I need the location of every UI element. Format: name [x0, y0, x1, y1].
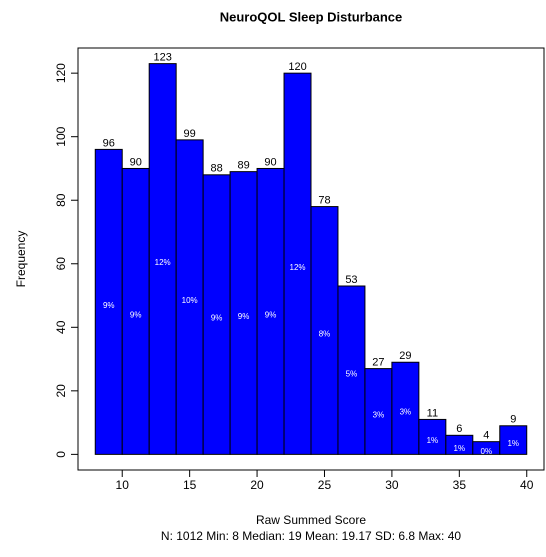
bar	[499, 425, 528, 455]
x-axis-label: Raw Summed Score	[256, 513, 366, 527]
count-label: 4	[483, 430, 489, 442]
x-tick-label: 15	[183, 478, 197, 492]
bar	[175, 139, 204, 455]
count-label: 11	[427, 407, 438, 419]
count-label: 78	[318, 194, 330, 206]
percent-label: 9%	[103, 301, 115, 310]
percent-label: 12%	[290, 263, 306, 272]
y-tick-label: 80	[54, 193, 68, 207]
x-tick-label: 20	[250, 478, 264, 492]
count-label: 9	[510, 414, 516, 426]
bar	[148, 63, 177, 455]
y-tick-label: 40	[54, 320, 68, 334]
percent-label: 1%	[507, 439, 519, 448]
bar	[391, 361, 420, 455]
x-tick-label: 10	[116, 478, 130, 492]
count-label: 88	[210, 163, 222, 175]
percent-label: 1%	[454, 444, 466, 453]
chart-title: NeuroQOL Sleep Disturbance	[220, 9, 403, 24]
percent-label: 9%	[211, 314, 223, 323]
y-tick-label: 20	[54, 384, 68, 398]
plot-frame	[77, 47, 545, 471]
percent-label: 0%	[481, 447, 493, 456]
count-label: 29	[399, 350, 411, 362]
percent-label: 3%	[373, 411, 385, 420]
x-tick-label: 35	[453, 478, 467, 492]
count-label: 27	[372, 357, 384, 369]
count-label: 120	[288, 61, 306, 73]
x-tick-label: 25	[318, 478, 332, 492]
bar	[310, 206, 339, 455]
bar	[283, 72, 312, 455]
percent-label: 8%	[319, 330, 331, 339]
count-label: 53	[345, 274, 357, 286]
percent-label: 9%	[265, 311, 277, 320]
bar	[202, 174, 231, 455]
count-label: 6	[456, 423, 462, 435]
y-axis-label: Frequency	[14, 231, 28, 288]
bar	[94, 148, 123, 455]
percent-label: 5%	[346, 369, 358, 378]
percent-label: 12%	[155, 258, 171, 267]
bar	[337, 285, 366, 455]
percent-label: 9%	[130, 311, 142, 320]
y-tick-label: 0	[54, 451, 68, 458]
subtitle: N: 1012 Min: 8 Median: 19 Mean: 19.17 SD…	[161, 529, 461, 543]
bar	[229, 171, 258, 455]
count-label: 96	[103, 137, 115, 149]
y-tick-label: 100	[54, 126, 68, 146]
percent-label: 10%	[182, 296, 198, 305]
count-label: 123	[153, 52, 171, 64]
count-label: 89	[237, 160, 249, 172]
percent-label: 1%	[427, 436, 439, 445]
bar	[364, 368, 393, 455]
count-label: 90	[264, 156, 276, 168]
y-tick-label: 60	[54, 257, 68, 271]
y-tick-label: 120	[54, 63, 68, 83]
percent-label: 3%	[400, 407, 412, 416]
percent-label: 9%	[238, 312, 250, 321]
x-tick-label: 30	[385, 478, 399, 492]
bar	[418, 418, 447, 455]
count-label: 99	[184, 128, 196, 140]
x-tick-label: 40	[520, 478, 534, 492]
count-label: 90	[130, 156, 142, 168]
